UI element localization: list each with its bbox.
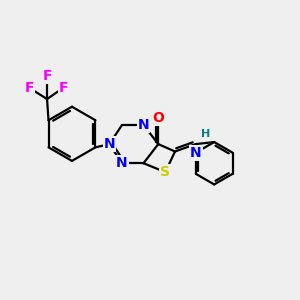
Text: H: H	[201, 129, 211, 139]
Text: F: F	[25, 81, 34, 95]
Text: N: N	[138, 118, 149, 132]
Text: O: O	[152, 111, 164, 124]
Text: F: F	[42, 69, 52, 83]
Text: N: N	[116, 156, 128, 170]
Text: S: S	[160, 165, 170, 179]
Text: N: N	[190, 146, 202, 160]
Text: F: F	[58, 81, 68, 95]
Text: N: N	[103, 137, 115, 151]
